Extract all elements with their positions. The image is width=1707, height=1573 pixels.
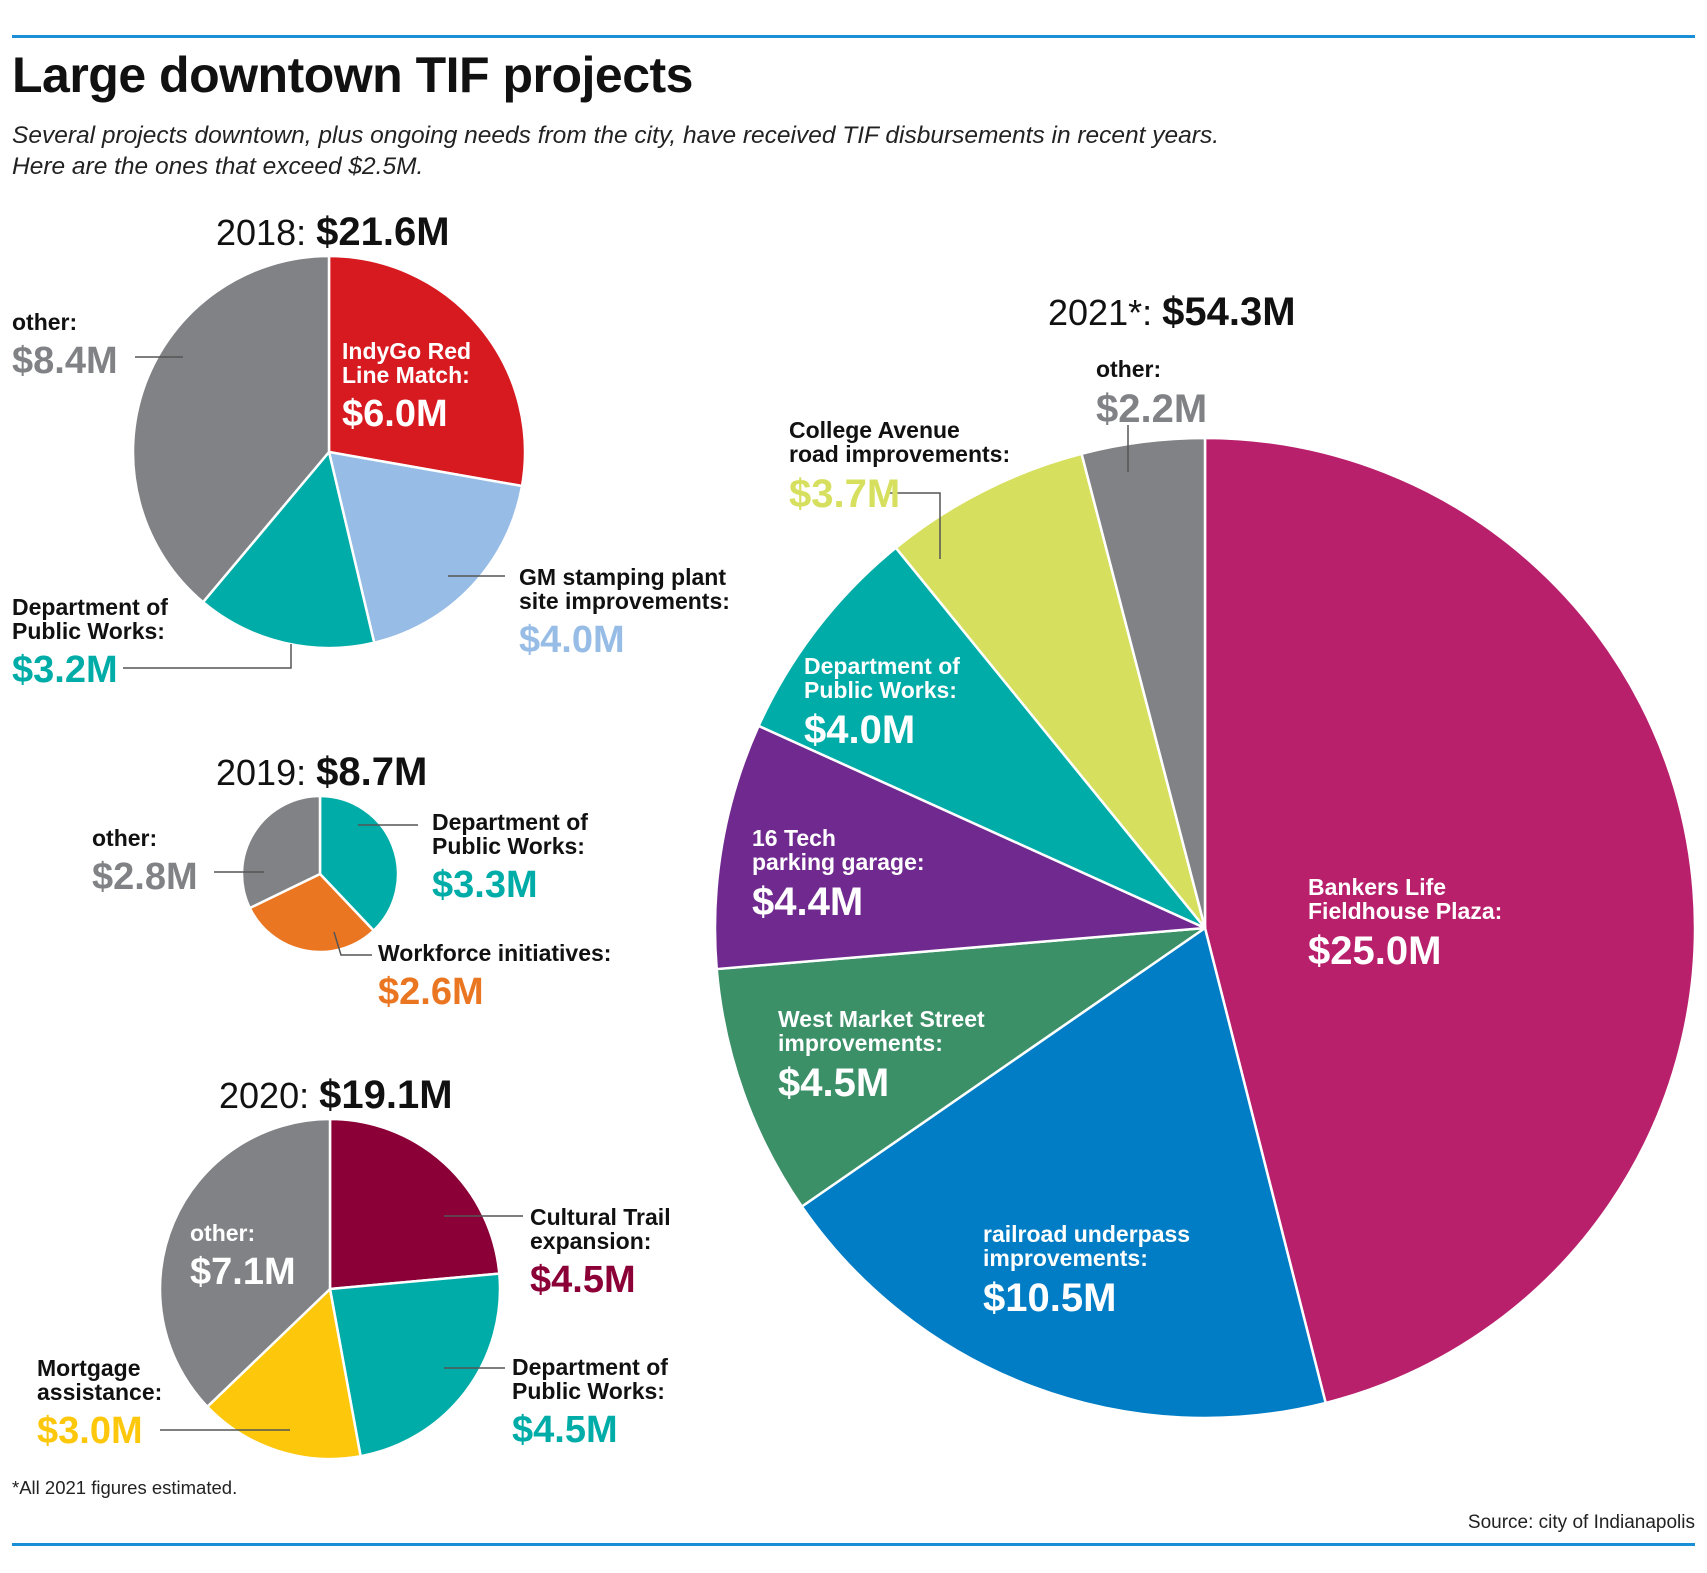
pie-slice-1-2 [240, 794, 322, 910]
pie-slice-2-0 [328, 1117, 501, 1291]
pie-title-0: 2018: $21.6M [216, 210, 450, 254]
slice-value-2-0: $4.5M [530, 1259, 636, 1301]
pie-slice-3-0 [1203, 436, 1697, 1405]
pie-slice-3-6 [1080, 436, 1207, 930]
pie-title-3: 2021*: $54.3M [1048, 290, 1296, 334]
top-rule [12, 35, 1695, 38]
slice-label-3-1: improvements: [983, 1245, 1148, 1271]
pie-title-2: 2020: $19.1M [219, 1073, 453, 1117]
slice-label-1-1: Workforce initiatives: [378, 940, 611, 966]
slice-label-0-1: site improvements: [519, 588, 730, 614]
slice-value-3-1: $10.5M [983, 1276, 1116, 1320]
slice-label-3-1: railroad underpass [983, 1221, 1190, 1247]
slice-label-3-0: Bankers Life [1308, 874, 1446, 900]
slice-label-2-2: assistance: [37, 1379, 162, 1405]
slice-value-3-3: $4.4M [752, 880, 863, 924]
slice-value-2-3: $7.1M [190, 1251, 296, 1293]
pie-slice-0-2 [201, 450, 376, 650]
slice-value-1-0: $3.3M [432, 864, 538, 906]
slice-label-3-3: parking garage: [752, 849, 925, 875]
slice-label-0-2: Public Works: [12, 618, 165, 644]
subtitle-line-1: Several projects downtown, plus ongoing … [12, 122, 1220, 149]
slice-label-2-1: Department of [512, 1354, 668, 1380]
pie-year-label: 2018: [216, 212, 316, 253]
pie-total-label: $21.6M [316, 210, 449, 254]
slice-value-3-4: $4.0M [804, 708, 915, 752]
pie-slice-0-1 [327, 450, 524, 644]
slice-value-0-1: $4.0M [519, 619, 625, 661]
slice-value-1-1: $2.6M [378, 971, 484, 1013]
footnote: *All 2021 figures estimated. [12, 1477, 238, 1498]
slice-value-3-5: $3.7M [789, 472, 900, 516]
slice-value-3-0: $25.0M [1308, 929, 1441, 973]
slice-label-3-2: West Market Street [778, 1006, 985, 1032]
pie-slice-2-1 [328, 1272, 502, 1458]
slice-value-1-2: $2.8M [92, 856, 198, 898]
pie-slice-1-0 [318, 794, 400, 932]
pie-slice-2-3 [158, 1117, 332, 1408]
slice-label-3-4: Department of [804, 653, 960, 679]
subtitle-line-2: Here are the ones that exceed $2.5M. [12, 153, 424, 180]
slice-label-1-0: Department of [432, 809, 588, 835]
slice-value-3-6: $2.2M [1096, 387, 1207, 431]
slice-label-3-6: other: [1096, 356, 1161, 382]
slice-label-3-5: College Avenue [789, 417, 960, 443]
bottom-rule [12, 1543, 1695, 1546]
pie-slice-3-2 [715, 926, 1207, 1208]
slice-label-2-0: Cultural Trail [530, 1204, 671, 1230]
slice-label-2-2: Mortgage [37, 1355, 141, 1381]
pie-slice-2-2 [206, 1287, 362, 1461]
chart-subtitle: Several projects downtown, plus ongoing … [12, 120, 1219, 182]
slice-label-0-0: IndyGo Red [342, 338, 471, 364]
slice-label-3-0: Fieldhouse Plaza: [1308, 898, 1502, 924]
slice-value-2-1: $4.5M [512, 1409, 618, 1451]
pie-title-1: 2019: $8.7M [216, 750, 427, 794]
slice-label-0-2: Department of [12, 594, 168, 620]
leader-line-1-1 [333, 931, 372, 956]
slice-label-0-3: other: [12, 309, 77, 335]
pie-slice-3-4 [757, 546, 1207, 930]
slice-value-0-2: $3.2M [12, 649, 118, 691]
slice-value-2-2: $3.0M [37, 1410, 143, 1452]
slice-label-2-1: Public Works: [512, 1378, 665, 1404]
leader-line-0-2 [123, 644, 292, 669]
pie-slice-0-3 [131, 254, 331, 604]
slice-label-3-4: Public Works: [804, 677, 957, 703]
slice-label-3-3: 16 Tech [752, 825, 836, 851]
slice-label-0-0: Line Match: [342, 362, 470, 388]
slice-value-3-2: $4.5M [778, 1061, 889, 1105]
pie-year-label: 2020: [219, 1075, 319, 1116]
slice-label-2-3: other: [190, 1220, 255, 1246]
slice-label-1-0: Public Works: [432, 833, 585, 859]
leader-line-3-5 [890, 492, 941, 559]
pie-total-label: $54.3M [1162, 290, 1295, 334]
pie-total-label: $8.7M [316, 750, 427, 794]
slice-label-3-5: road improvements: [789, 441, 1010, 467]
slice-value-0-3: $8.4M [12, 340, 118, 382]
pie-year-label: 2019: [216, 752, 316, 793]
pie-year-label: 2021*: [1048, 292, 1162, 333]
slice-label-1-2: other: [92, 825, 157, 851]
pie-slice-3-3 [713, 724, 1207, 971]
slice-label-3-2: improvements: [778, 1030, 943, 1056]
pie-slice-3-1 [800, 926, 1327, 1420]
slice-value-0-0: $6.0M [342, 393, 448, 435]
slice-label-0-1: GM stamping plant [519, 564, 726, 590]
slice-label-2-0: expansion: [530, 1228, 651, 1254]
pie-total-label: $19.1M [319, 1073, 452, 1117]
pie-slice-3-5 [894, 452, 1207, 930]
pie-slice-0-0 [327, 254, 527, 488]
chart-title: Large downtown TIF projects [12, 47, 693, 103]
source-credit: Source: city of Indianapolis [1467, 1512, 1695, 1533]
